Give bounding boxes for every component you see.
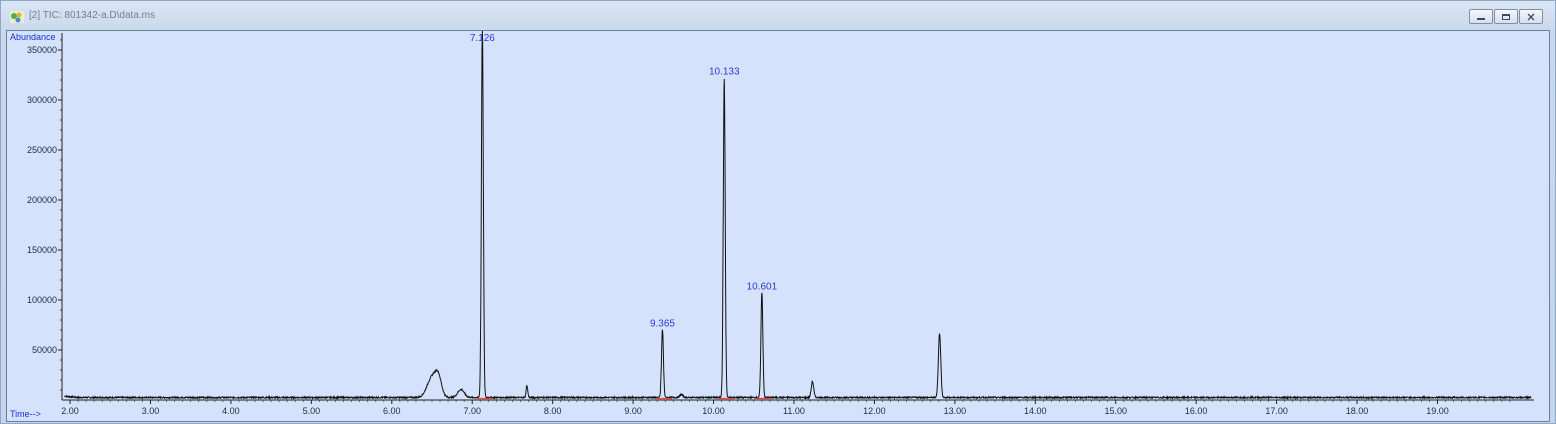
- restore-icon: [1502, 13, 1510, 20]
- y-tick-label: 100000: [27, 295, 57, 305]
- x-tick-label: 7.00: [463, 406, 481, 416]
- x-tick-label: 4.00: [222, 406, 240, 416]
- x-tick-label: 6.00: [383, 406, 401, 416]
- x-tick-label: 17.00: [1265, 406, 1288, 416]
- minimize-button[interactable]: [1469, 9, 1493, 24]
- close-icon: [1527, 13, 1535, 20]
- y-axis-label: Abundance: [10, 32, 56, 42]
- minimize-icon: [1477, 17, 1485, 20]
- close-button[interactable]: [1519, 9, 1543, 24]
- y-tick-label: 300000: [27, 95, 57, 105]
- x-tick-label: 12.00: [863, 406, 886, 416]
- y-tick-label: 50000: [32, 345, 57, 355]
- peak-retention-label: 9.365: [650, 319, 675, 330]
- window-title: [2] TIC: 801342-a.D\data.ms: [29, 10, 155, 21]
- x-tick-label: 19.00: [1426, 406, 1449, 416]
- x-tick-label: 14.00: [1024, 406, 1047, 416]
- y-tick-label: 150000: [27, 245, 57, 255]
- x-tick-label: 18.00: [1346, 406, 1369, 416]
- chromatogram-chart[interactable]: 50000 100000 150000 200000 250000 300000 35000…: [7, 31, 1549, 421]
- x-tick-label: 13.00: [944, 406, 967, 416]
- peak-retention-label: 10.133: [709, 67, 740, 78]
- restore-button[interactable]: [1494, 9, 1518, 24]
- x-tick-label: 8.00: [544, 406, 562, 416]
- x-axis-label: Time-->: [10, 409, 41, 419]
- x-tick-label: 11.00: [783, 406, 805, 416]
- x-tick-label: 9.00: [624, 406, 642, 416]
- x-tick-label: 15.00: [1104, 406, 1127, 416]
- x-tick-label: 10.00: [702, 406, 725, 416]
- x-tick-label: 2.00: [61, 406, 79, 416]
- x-tick-label: 5.00: [303, 406, 321, 416]
- title-bar[interactable]: [2] TIC: 801342-a.D\data.ms: [1, 1, 1555, 31]
- peak-retention-label: 10.601: [747, 282, 778, 293]
- x-tick-label: 3.00: [142, 406, 160, 416]
- peak-retention-label: 7.126: [470, 33, 495, 44]
- plot-area-frame[interactable]: 50000 100000 150000 200000 250000 300000 35000…: [6, 30, 1550, 422]
- chromatogram-app-icon: [10, 11, 24, 23]
- y-tick-label: 350000: [27, 45, 57, 55]
- tic-trace-line: [64, 31, 1532, 401]
- y-tick-label: 250000: [27, 145, 57, 155]
- x-tick-label: 16.00: [1185, 406, 1208, 416]
- y-tick-label: 200000: [27, 195, 57, 205]
